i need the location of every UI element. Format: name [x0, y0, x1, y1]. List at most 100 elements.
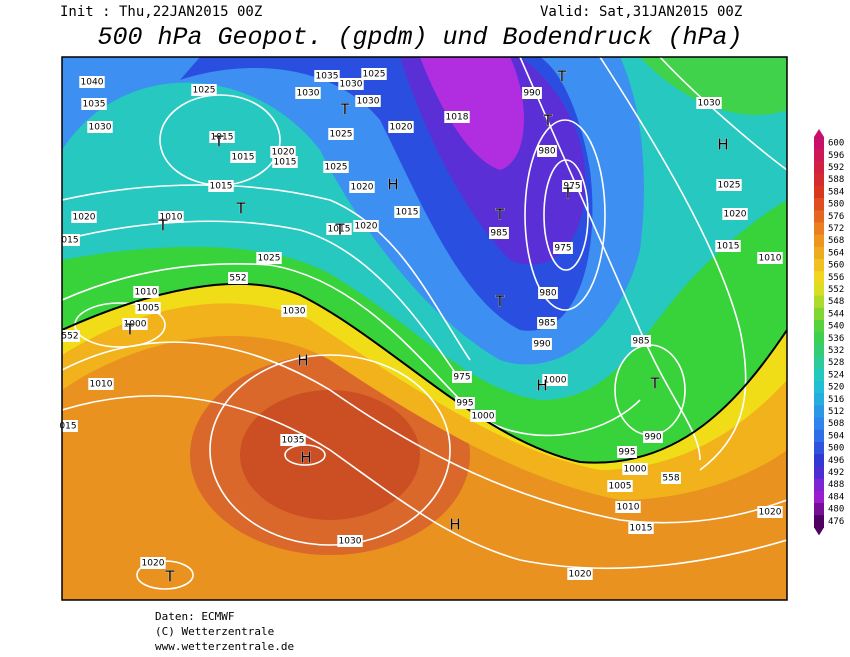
- isobar-label-bg: [643, 431, 663, 443]
- low-marker: T: [235, 200, 246, 218]
- colorbar-swatch: [814, 381, 824, 394]
- isobar-label: 1020: [569, 570, 592, 580]
- isobar-label: 1015: [396, 208, 419, 218]
- isobar-label-bg: [661, 472, 681, 484]
- isobar-label-bg: [158, 211, 184, 223]
- isobar-label: 1005: [609, 482, 632, 492]
- colorbar-label: 564: [828, 248, 844, 258]
- high-marker: H: [387, 176, 398, 194]
- map-frame: [61, 56, 788, 601]
- colorbar-swatch: [814, 344, 824, 358]
- isobar-label: 1035: [316, 72, 339, 82]
- colorbar-swatch: [814, 503, 824, 516]
- low-marker: T: [334, 221, 345, 239]
- isobar-label-bg: [615, 501, 641, 513]
- colorbar-label: 488: [828, 480, 844, 490]
- isobar-label: 1010: [135, 288, 158, 298]
- isobar-label: 1030: [297, 89, 320, 99]
- isobar-label-bg: [140, 557, 166, 569]
- colorbar-swatch: [814, 490, 824, 504]
- map-labels: 1040103510301025103510301025103010301025…: [58, 67, 783, 586]
- colorbar-swatch: [814, 173, 824, 187]
- isobar-label-bg: [567, 568, 593, 580]
- colorbar-label: 520: [828, 383, 844, 393]
- low-marker: T: [542, 112, 553, 130]
- isobar-label: 1005: [137, 304, 160, 314]
- colorbar-swatch: [814, 405, 824, 419]
- isobar-label: 1025: [718, 181, 741, 191]
- isobar-label: 995: [618, 448, 635, 458]
- colorbar-label: 524: [828, 370, 844, 380]
- isobar-label: 1010: [90, 380, 113, 390]
- isobar-label: 015: [59, 422, 76, 432]
- colorbar-label: 548: [828, 297, 844, 307]
- isobar-label-bg: [208, 180, 234, 192]
- low-marker: T: [556, 68, 567, 86]
- colorbar-label: 504: [828, 431, 844, 441]
- colorbar-swatch: [814, 149, 824, 162]
- isobar-label-bg: [532, 338, 552, 350]
- isobar-label-bg: [349, 181, 375, 193]
- colorbar-swatch: [814, 368, 824, 382]
- low-marker: T: [649, 375, 660, 393]
- isobar-label: 1018: [446, 113, 469, 123]
- colorbar-swatch: [814, 198, 824, 211]
- footer-line: Daten: ECMWF: [155, 610, 234, 623]
- isobar-label: 980: [538, 147, 555, 157]
- isobar-label: 975: [453, 373, 470, 383]
- map-field: [62, 57, 787, 600]
- colorbar-label: 532: [828, 346, 844, 356]
- colorbar-swatch: [814, 478, 824, 492]
- low-marker: T: [339, 101, 350, 119]
- isobar-label-bg: [60, 330, 80, 342]
- isobar-label: 985: [490, 229, 507, 239]
- isobar-label-bg: [228, 272, 248, 284]
- footer-line: (C) Wetterzentrale: [155, 625, 274, 638]
- colorbar-swatch: [814, 356, 824, 370]
- isobar-label: 558: [662, 474, 679, 484]
- low-marker: T: [124, 321, 135, 339]
- isobar: [62, 341, 787, 524]
- colorbar-top-cap: [814, 129, 824, 137]
- colorbar-swatch: [814, 295, 824, 309]
- high-marker: H: [717, 136, 728, 154]
- colorbar-label: 544: [828, 309, 844, 319]
- isobar-label: 1020: [759, 508, 782, 518]
- colorbar-label: 596: [828, 151, 844, 161]
- isobar-label-bg: [394, 206, 420, 218]
- isobar-label: 980: [539, 289, 556, 299]
- isobar-label: 1040: [81, 78, 104, 88]
- isobar-label: 1030: [89, 123, 112, 133]
- isobar-label-bg: [58, 420, 78, 432]
- isobar-label: 1020: [73, 213, 96, 223]
- colorbar-swatch: [814, 259, 824, 272]
- isobar-label: 1000: [124, 320, 147, 330]
- isobar-label: 1030: [698, 99, 721, 109]
- colorbar-label: 540: [828, 322, 844, 332]
- colorbar-label: 508: [828, 419, 844, 429]
- colorbar: 600 596 592 588 584 580 576 572 568 564 560 556 552 5…: [814, 129, 844, 536]
- colorbar-swatch: [814, 454, 824, 467]
- colorbar-swatch: [814, 222, 824, 236]
- isobar-label-bg: [230, 151, 256, 163]
- isobar-label: 1015: [717, 242, 740, 252]
- colorbar-swatch: [814, 271, 824, 284]
- high-marker: H: [536, 377, 547, 395]
- colorbar-label: 592: [828, 163, 844, 173]
- colorbar-swatch: [814, 307, 824, 321]
- isobar-label-bg: [135, 302, 161, 314]
- isobar: [209, 354, 451, 546]
- isobar: [543, 159, 589, 271]
- colorbar-swatch: [814, 442, 824, 455]
- colorbar-label: 580: [828, 200, 844, 210]
- map-title: 500 hPa Geopot. (gpdm) und Bodendruck (h…: [97, 23, 742, 52]
- colorbar-label: 536: [828, 334, 844, 344]
- low-marker: T: [494, 293, 505, 311]
- field-green-ne: [640, 57, 787, 115]
- isobar-label-bg: [722, 208, 748, 220]
- isobar-label: 1020: [390, 123, 413, 133]
- isobar-label: 1020: [724, 210, 747, 220]
- isobar-label-bg: [542, 374, 568, 386]
- colorbar-label: 560: [828, 261, 844, 271]
